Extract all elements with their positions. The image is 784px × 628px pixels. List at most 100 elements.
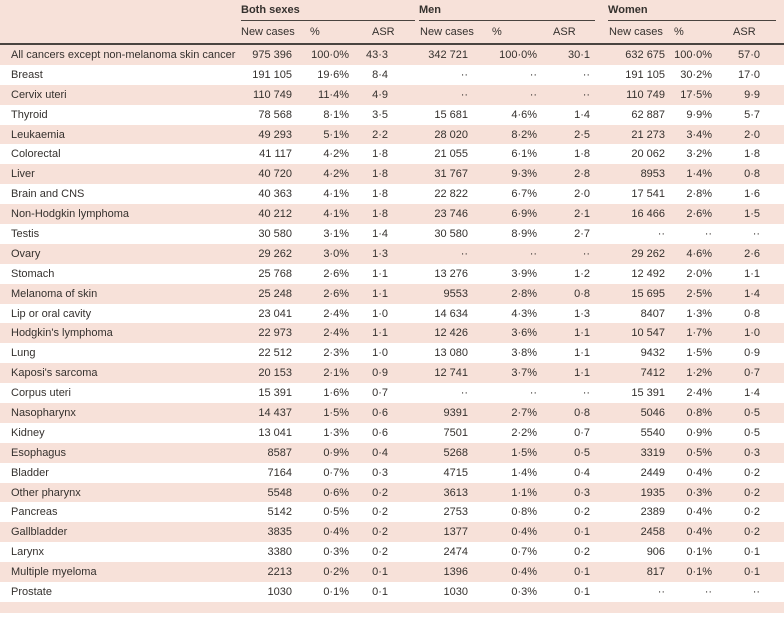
cell-both-asr: 0·1 bbox=[351, 582, 419, 602]
col-header-both-new-cases: New cases bbox=[232, 21, 296, 45]
cell-women-pct: 2·4% bbox=[672, 383, 716, 404]
cell-both-asr: 1·4 bbox=[351, 224, 419, 244]
cell-both-asr: 0·2 bbox=[351, 502, 419, 523]
cell-both-new-cases: 110 749 bbox=[232, 84, 296, 105]
cell-both-new-cases: 8587 bbox=[232, 442, 296, 463]
cell-women-asr: 2·0 bbox=[715, 124, 784, 145]
cell-women-new-cases: 191 105 bbox=[607, 64, 673, 85]
cell-both-pct: 0·5% bbox=[296, 502, 351, 523]
cell-both-pct: 0·4% bbox=[296, 522, 351, 543]
cell-both-pct: 4·1% bbox=[296, 184, 351, 205]
cell-men-pct: 3·9% bbox=[490, 263, 541, 284]
cell-cancer-type: Bladder bbox=[0, 462, 232, 483]
cell-men-asr: 0·8 bbox=[540, 283, 608, 304]
cell-men-pct: ·· bbox=[490, 84, 541, 105]
cell-both-asr: 1·1 bbox=[351, 263, 419, 284]
cell-both-pct: 0·7% bbox=[296, 462, 351, 483]
group-label-women: Women bbox=[608, 4, 648, 16]
cell-both-new-cases: 78 568 bbox=[232, 104, 296, 125]
cell-women-pct: 1·2% bbox=[672, 363, 716, 384]
cell-men-pct: ·· bbox=[490, 64, 541, 85]
cell-cancer-type: All cancers except non-melanoma skin can… bbox=[0, 44, 235, 65]
cell-both-pct: 2·3% bbox=[296, 343, 351, 364]
table-row: All cancers except non-melanoma skin can… bbox=[0, 44, 784, 65]
cell-men-pct: 8·9% bbox=[490, 224, 541, 244]
cell-men-asr: 1·1 bbox=[540, 343, 608, 364]
cell-women-pct: ·· bbox=[672, 582, 716, 602]
cell-men-new-cases: ·· bbox=[418, 243, 491, 264]
cell-both-pct: 100·0% bbox=[296, 44, 351, 65]
bottom-filler bbox=[0, 601, 784, 613]
cell-men-asr: ·· bbox=[540, 64, 608, 85]
cell-women-asr: 0·2 bbox=[715, 522, 784, 543]
cell-both-new-cases: 3835 bbox=[232, 522, 296, 543]
cell-women-pct: 30·2% bbox=[672, 64, 716, 85]
cell-both-new-cases: 40 720 bbox=[232, 164, 296, 185]
cell-men-new-cases: ·· bbox=[418, 64, 491, 85]
cell-women-pct: 0·1% bbox=[672, 542, 716, 563]
table-row: Nasopharynx 14 437 1·5% 0·6 9391 2·7% 0·8 5046 0… bbox=[0, 403, 784, 423]
cell-women-new-cases: 9432 bbox=[607, 343, 673, 364]
cell-men-pct: 2·8% bbox=[490, 283, 541, 304]
cell-both-new-cases: 14 437 bbox=[232, 403, 296, 423]
cell-women-asr: 0·2 bbox=[715, 462, 784, 483]
cell-women-new-cases: 17 541 bbox=[607, 184, 673, 205]
cell-women-pct: 1·5% bbox=[672, 343, 716, 364]
table-row: Non-Hodgkin lymphoma 40 212 4·1% 1·8 23 746 6… bbox=[0, 204, 784, 225]
cell-men-pct: 1·5% bbox=[490, 442, 541, 463]
cell-men-pct: 3·8% bbox=[490, 343, 541, 364]
cell-both-pct: 4·1% bbox=[296, 204, 351, 225]
cell-women-new-cases: 8953 bbox=[607, 164, 673, 185]
cell-women-asr: 0·8 bbox=[715, 303, 784, 324]
table-row: Liver 40 720 4·2% 1·8 31 767 9·3% 2·8 8953 1·4% 0… bbox=[0, 164, 784, 185]
cell-women-pct: 1·3% bbox=[672, 303, 716, 324]
subheader-row: New cases % ASR New cases % ASR New case… bbox=[0, 21, 784, 45]
cell-women-asr: 1·8 bbox=[715, 144, 784, 165]
cell-women-asr: 1·4 bbox=[715, 283, 784, 304]
cell-men-asr: 0·5 bbox=[540, 442, 608, 463]
table-row: Lip or oral cavity 23 041 2·4% 1·0 14 634 4·3… bbox=[0, 303, 784, 324]
table-row: Breast 191 105 19·6% 8·4 ·· ·· ·· 191 105 30·2% 1… bbox=[0, 64, 784, 85]
col-header-both-asr: ASR bbox=[351, 21, 419, 45]
cell-men-asr: 0·4 bbox=[540, 462, 608, 483]
col-header-women-new-cases: New cases bbox=[607, 21, 673, 45]
cell-women-asr: 0·1 bbox=[715, 542, 784, 563]
cell-men-new-cases: 12 741 bbox=[418, 363, 491, 384]
cell-women-new-cases: 817 bbox=[607, 562, 673, 583]
cell-women-asr: 1·4 bbox=[715, 383, 784, 404]
cell-men-pct: 9·3% bbox=[490, 164, 541, 185]
cell-men-asr: 1·8 bbox=[540, 144, 608, 165]
cell-women-pct: 0·9% bbox=[672, 422, 716, 443]
cell-cancer-type: Liver bbox=[0, 164, 232, 185]
cell-cancer-type: Esophagus bbox=[0, 442, 232, 463]
cell-cancer-type: Ovary bbox=[0, 243, 232, 264]
cell-both-asr: 1·8 bbox=[351, 204, 419, 225]
cell-men-pct: 0·8% bbox=[490, 502, 541, 523]
cell-cancer-type: Kidney bbox=[0, 422, 232, 443]
cell-cancer-type: Lip or oral cavity bbox=[0, 303, 232, 324]
cell-women-new-cases: 29 262 bbox=[607, 243, 673, 264]
table-row: Pancreas 5142 0·5% 0·2 2753 0·8% 0·2 2389 0·4% 0·… bbox=[0, 502, 784, 523]
cell-women-pct: 2·5% bbox=[672, 283, 716, 304]
cell-men-new-cases: 2474 bbox=[418, 542, 491, 563]
cell-men-new-cases: 2753 bbox=[418, 502, 491, 523]
cell-women-new-cases: 1935 bbox=[607, 482, 673, 503]
table-row: Multiple myeloma 2213 0·2% 0·1 1396 0·4% 0·1 81… bbox=[0, 562, 784, 583]
cell-both-asr: 1·3 bbox=[351, 243, 419, 264]
cell-both-asr: 0·6 bbox=[351, 422, 419, 443]
cell-women-asr: 0·1 bbox=[715, 562, 784, 583]
cell-both-pct: 5·1% bbox=[296, 124, 351, 145]
cell-women-new-cases: 2458 bbox=[607, 522, 673, 543]
cell-women-new-cases: 15 391 bbox=[607, 383, 673, 404]
cell-women-pct: 4·6% bbox=[672, 243, 716, 264]
table-row: Testis 30 580 3·1% 1·4 30 580 8·9% 2·7 ·· ·· ·· bbox=[0, 224, 784, 244]
cell-both-pct: 3·0% bbox=[296, 243, 351, 264]
cell-women-new-cases: 62 887 bbox=[607, 104, 673, 125]
col-header-men-new-cases: New cases bbox=[418, 21, 491, 45]
cell-men-asr: 0·8 bbox=[540, 403, 608, 423]
cell-both-pct: 0·3% bbox=[296, 542, 351, 563]
cell-women-asr: 0·2 bbox=[715, 482, 784, 503]
cell-both-pct: 0·9% bbox=[296, 442, 351, 463]
cell-men-pct: 3·6% bbox=[490, 323, 541, 344]
